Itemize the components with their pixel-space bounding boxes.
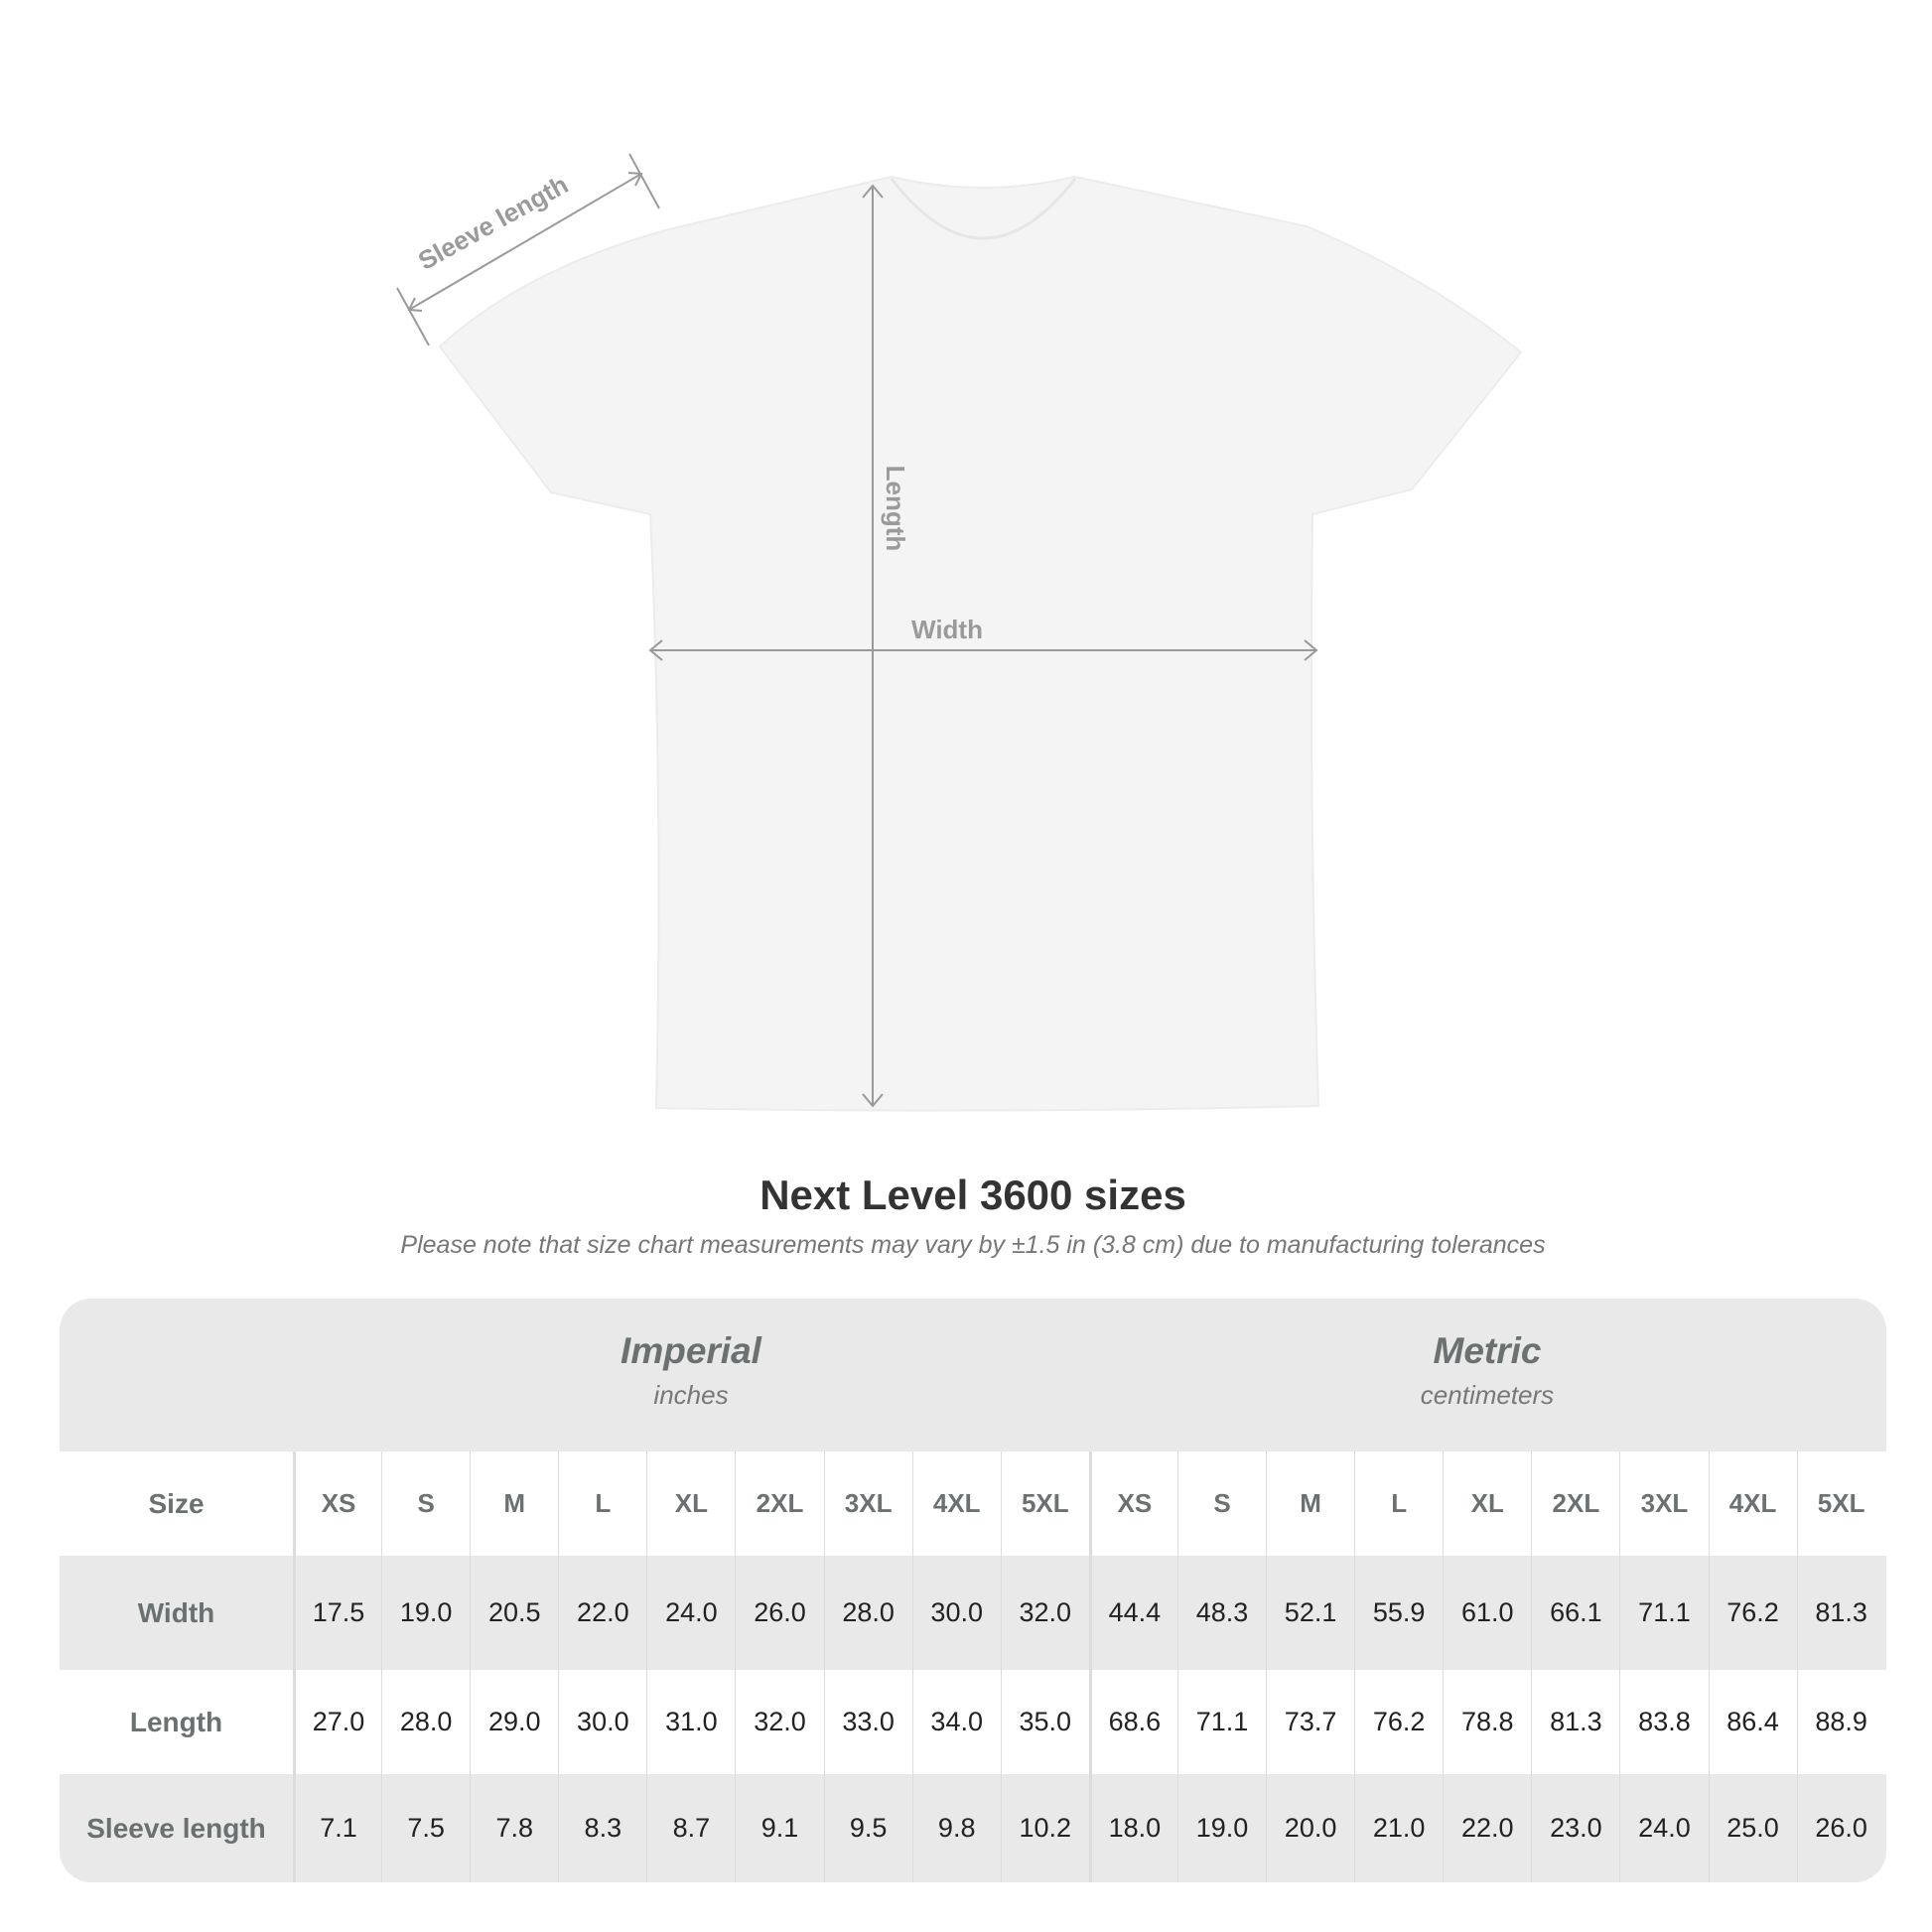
cell-imperial: 32.0 — [1000, 1556, 1089, 1670]
size-header-metric: S — [1176, 1451, 1266, 1556]
size-header-imperial: S — [381, 1451, 470, 1556]
table-row: Width 17.5 19.0 20.5 22.0 24.0 26.0 28.0 30.0 32.… — [60, 1556, 1886, 1670]
cell-imperial: 9.8 — [911, 1774, 1001, 1882]
size-header-imperial: M — [470, 1451, 558, 1556]
cell-metric: 22.0 — [1443, 1774, 1531, 1882]
cell-imperial: 31.0 — [646, 1670, 735, 1774]
cell-imperial: 9.1 — [735, 1774, 823, 1882]
row-label: Length — [129, 1706, 223, 1737]
cell-metric: 25.0 — [1708, 1774, 1797, 1882]
cell-metric: 81.3 — [1796, 1556, 1885, 1670]
length-label: Length — [881, 466, 910, 552]
table-row: Length 27.0 28.0 29.0 30.0 31.0 32.0 33.0 34.0 35… — [60, 1670, 1886, 1774]
size-header-imperial: 5XL — [1000, 1451, 1089, 1556]
size-header-imperial: 3XL — [823, 1451, 912, 1556]
cell-imperial: 7.5 — [381, 1774, 470, 1882]
cell-imperial: 19.0 — [381, 1556, 470, 1670]
size-header-metric: XL — [1443, 1451, 1531, 1556]
cell-imperial: 7.8 — [470, 1774, 558, 1882]
cell-imperial: 22.0 — [558, 1556, 646, 1670]
row-label: Width — [137, 1596, 215, 1628]
cell-imperial: 26.0 — [735, 1556, 823, 1670]
width-label: Width — [911, 615, 983, 644]
metric-header: Metric centimeters — [1089, 1299, 1885, 1451]
tshirt-shape — [438, 175, 1523, 1112]
size-header-imperial: L — [558, 1451, 646, 1556]
row-label: Size — [148, 1487, 205, 1519]
cell-metric: 83.8 — [1619, 1670, 1708, 1774]
cell-imperial: 30.0 — [911, 1556, 1001, 1670]
cell-metric: 23.0 — [1531, 1774, 1619, 1882]
cell-metric: 86.4 — [1708, 1670, 1797, 1774]
imperial-unit: inches — [653, 1380, 729, 1410]
cell-imperial: 17.5 — [293, 1556, 381, 1670]
cell-metric: 66.1 — [1531, 1556, 1619, 1670]
metric-unit: centimeters — [1420, 1380, 1555, 1410]
cell-metric: 20.0 — [1266, 1774, 1354, 1882]
metric-title: Metric — [1433, 1330, 1542, 1371]
table-row: Sleeve length 7.1 7.5 7.8 8.3 8.7 9.1 9.5 9.8 10.… — [60, 1774, 1886, 1882]
size-header-metric: 4XL — [1708, 1451, 1797, 1556]
cell-metric: 24.0 — [1619, 1774, 1708, 1882]
cell-metric: 71.1 — [1619, 1556, 1708, 1670]
size-header-imperial: 2XL — [735, 1451, 823, 1556]
tshirt-diagram: Sleeve length Length Width — [396, 153, 1523, 1112]
imperial-title: Imperial — [621, 1330, 761, 1371]
collar — [890, 178, 1077, 240]
cell-imperial: 7.1 — [293, 1774, 381, 1882]
cell-imperial: 28.0 — [381, 1670, 470, 1774]
row-label: Sleeve length — [86, 1812, 266, 1844]
size-table: Imperial inches Metric centimeters Size X… — [60, 1299, 1886, 1882]
cell-metric: 76.2 — [1708, 1556, 1797, 1670]
cell-imperial: 8.7 — [646, 1774, 735, 1882]
size-header-imperial: 4XL — [911, 1451, 1001, 1556]
size-header-metric: XS — [1088, 1451, 1177, 1556]
cell-metric: 81.3 — [1531, 1670, 1619, 1774]
cell-metric: 21.0 — [1354, 1774, 1443, 1882]
sleeve-arrow — [408, 173, 642, 311]
tolerance-note: Please note that size chart measurements… — [400, 1231, 1546, 1259]
page-title: Next Level 3600 sizes — [759, 1172, 1186, 1218]
cell-imperial: 24.0 — [646, 1556, 735, 1670]
size-header-metric: 3XL — [1619, 1451, 1708, 1556]
cell-metric: 52.1 — [1266, 1556, 1354, 1670]
cell-imperial: 29.0 — [470, 1670, 558, 1774]
cell-metric: 48.3 — [1176, 1556, 1266, 1670]
cell-metric: 68.6 — [1088, 1670, 1177, 1774]
cell-imperial: 32.0 — [735, 1670, 823, 1774]
cell-metric: 73.7 — [1266, 1670, 1354, 1774]
cell-metric: 76.2 — [1354, 1670, 1443, 1774]
cell-metric: 19.0 — [1176, 1774, 1266, 1882]
cell-imperial: 8.3 — [558, 1774, 646, 1882]
size-header-imperial: XL — [646, 1451, 735, 1556]
cell-metric: 61.0 — [1443, 1556, 1531, 1670]
size-header-metric: L — [1354, 1451, 1443, 1556]
cell-imperial: 28.0 — [823, 1556, 912, 1670]
cell-imperial: 30.0 — [558, 1670, 646, 1774]
cell-imperial: 34.0 — [911, 1670, 1001, 1774]
cell-metric: 44.4 — [1088, 1556, 1177, 1670]
cell-imperial: 33.0 — [823, 1670, 912, 1774]
size-header-metric: 2XL — [1531, 1451, 1619, 1556]
cell-metric: 71.1 — [1176, 1670, 1266, 1774]
cell-metric: 55.9 — [1354, 1556, 1443, 1670]
size-header-row: Size XS S M L XL 2XL 3XL 4XL 5XL XS S M L XL 2XL 3XL 4XL 5… — [60, 1451, 1886, 1556]
cell-imperial: 35.0 — [1000, 1670, 1089, 1774]
cell-imperial: 20.5 — [470, 1556, 558, 1670]
size-header-imperial: XS — [293, 1451, 381, 1556]
cell-imperial: 27.0 — [293, 1670, 381, 1774]
cell-metric: 78.8 — [1443, 1670, 1531, 1774]
cell-imperial: 10.2 — [1000, 1774, 1089, 1882]
cell-metric: 18.0 — [1088, 1774, 1177, 1882]
imperial-header: Imperial inches — [293, 1299, 1089, 1451]
size-header-metric: 5XL — [1796, 1451, 1885, 1556]
cell-imperial: 9.5 — [823, 1774, 912, 1882]
cell-metric: 26.0 — [1796, 1774, 1885, 1882]
cell-metric: 88.9 — [1796, 1670, 1885, 1774]
size-header-metric: M — [1266, 1451, 1354, 1556]
